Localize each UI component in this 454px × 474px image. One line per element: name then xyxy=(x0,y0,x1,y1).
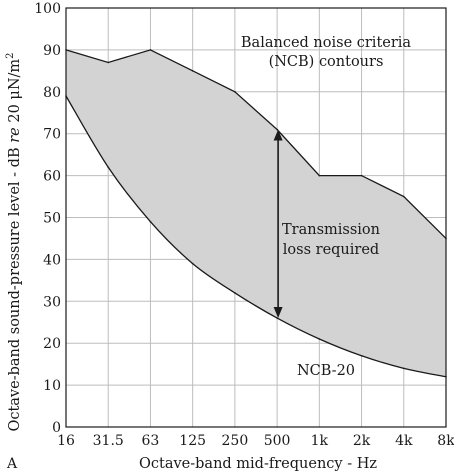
y-tick-40: 40 xyxy=(43,252,61,268)
chart-title-line-1: Balanced noise criteria xyxy=(241,35,412,51)
arrow-head-bottom xyxy=(273,307,283,319)
y-tick-50: 50 xyxy=(43,211,61,227)
x-tick-4k: 4k xyxy=(395,433,413,449)
x-tick-16: 16 xyxy=(57,433,75,449)
ncb-20-point-4k xyxy=(402,367,405,370)
y-tick-60: 60 xyxy=(43,169,61,185)
x-tick-1k: 1k xyxy=(311,433,329,449)
ncb-20-point-500 xyxy=(276,317,278,319)
upper-point-31.5 xyxy=(107,61,110,64)
y-tick-100: 100 xyxy=(34,1,61,17)
arrow-head-top xyxy=(273,129,283,141)
y-tick-10: 10 xyxy=(43,378,61,394)
y-tick-90: 90 xyxy=(43,43,61,59)
shaded-region xyxy=(66,49,446,377)
y-tick-70: 70 xyxy=(43,127,61,143)
upper-point-63 xyxy=(149,49,152,51)
upper-point-125 xyxy=(191,70,194,72)
ncb-20-point-2k xyxy=(360,354,363,357)
curve-label-ncb-20: NCB-20 xyxy=(297,363,355,379)
arrow-label-line-2: loss required xyxy=(283,242,379,258)
upper-point-4k xyxy=(402,195,405,198)
upper-spectrum-line xyxy=(65,49,447,239)
x-tick-125: 125 xyxy=(179,433,206,449)
y-tick-0: 0 xyxy=(52,420,61,436)
upper-point-250 xyxy=(234,91,236,93)
upper-point-1k xyxy=(318,174,321,177)
x-tick-250: 250 xyxy=(222,433,249,449)
x-tick-63: 63 xyxy=(142,433,160,449)
y-tick-labels: 0 10 20 30 40 50 60 70 80 90 100 xyxy=(34,1,61,436)
ncb-20-point-125 xyxy=(191,262,194,265)
panel-label: A xyxy=(6,456,18,472)
ncb-20-curve xyxy=(65,95,447,378)
y-tick-20: 20 xyxy=(43,336,61,352)
x-tick-2k: 2k xyxy=(353,433,371,449)
ncb-20-point-1k xyxy=(318,338,321,340)
plot-frame xyxy=(65,7,447,428)
ncb-20-point-250 xyxy=(234,292,236,294)
axes-frame xyxy=(65,7,447,428)
x-tick-labels: 16 31.5 63 125 250 500 1k 2k 4k 8k xyxy=(57,433,454,449)
x-tick-31.5: 31.5 xyxy=(93,433,124,449)
shaded-area xyxy=(66,49,446,377)
x-axis-title: Octave-band mid-frequency - Hz xyxy=(139,456,377,472)
ncb-20-point-63 xyxy=(149,220,152,223)
y-tick-80: 80 xyxy=(43,85,61,101)
ncb-20-point-31.5 xyxy=(107,166,110,169)
y-tick-30: 30 xyxy=(43,294,61,310)
y-axis-title: Octave-band sound-pressure level - dB re… xyxy=(5,52,23,431)
upper-point-2k xyxy=(360,174,363,177)
curves xyxy=(65,49,447,378)
x-tick-8k: 8k xyxy=(437,433,454,449)
transmission-loss-arrow xyxy=(273,129,283,319)
x-tick-500: 500 xyxy=(264,433,291,449)
arrow-label-line-1: Transmission xyxy=(282,222,380,238)
upper-point-500 xyxy=(276,128,278,131)
chart-title-line-2: (NCB) contours xyxy=(269,54,384,70)
